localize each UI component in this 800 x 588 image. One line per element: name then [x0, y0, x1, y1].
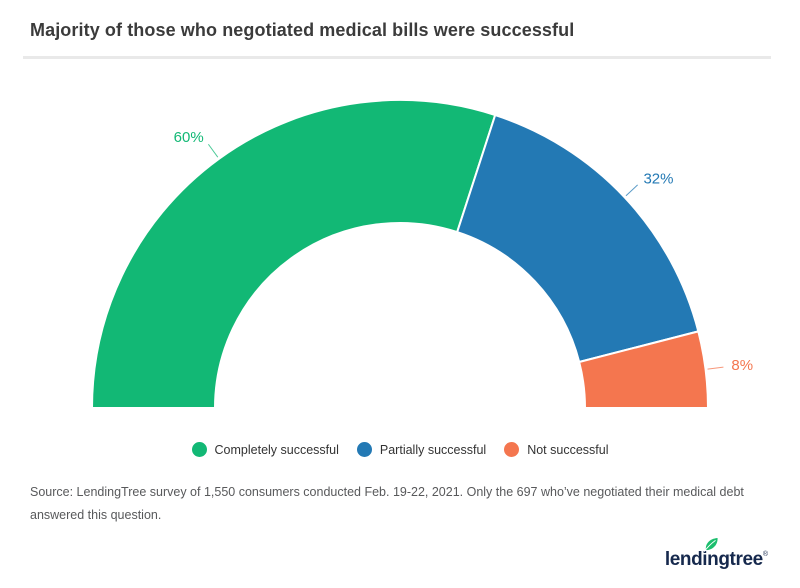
- label-connector: [207, 143, 219, 158]
- legend-item-partially-successful: Partially successful: [356, 442, 487, 457]
- legend-label: Not successful: [527, 442, 609, 457]
- legend-item-completely-successful: Completely successful: [191, 442, 339, 457]
- data-label-60pct: 60%: [174, 129, 204, 146]
- leaf-icon: [703, 538, 718, 552]
- segment-partially-successful: [455, 113, 700, 364]
- source-note: Source: LendingTree survey of 1,550 cons…: [30, 485, 744, 522]
- label-connector: [625, 184, 638, 197]
- legend-item-not-successful: Not successful: [504, 442, 608, 457]
- label-connector: [707, 366, 724, 370]
- logo-trademark: ®: [762, 551, 768, 558]
- legend-label: Completely successful: [214, 442, 339, 457]
- page-title: Majority of those who negotiated medical…: [30, 20, 575, 40]
- chart-legend: Completely successful Partially successf…: [0, 442, 800, 457]
- segment-completely-successful: [90, 99, 497, 409]
- lendingtree-logo: lendingtree®: [664, 538, 768, 570]
- data-label-32pct: 32%: [643, 170, 673, 187]
- leaf-vein: [703, 539, 716, 552]
- legend-dot-green: [191, 442, 207, 457]
- segment-not-successful: [577, 330, 710, 409]
- half-donut-svg: 60% 32% 8%: [90, 99, 753, 409]
- logo-text: lendingtree: [664, 549, 763, 570]
- data-label-8pct: 8%: [731, 357, 753, 374]
- leaf-shape: [705, 538, 718, 551]
- legend-label: Partially successful: [379, 442, 487, 457]
- half-donut-chart: 60% 32% 8%: [0, 80, 800, 420]
- legend-dot-blue: [356, 442, 372, 457]
- legend-dot-orange: [504, 442, 520, 457]
- title-divider: [23, 56, 771, 59]
